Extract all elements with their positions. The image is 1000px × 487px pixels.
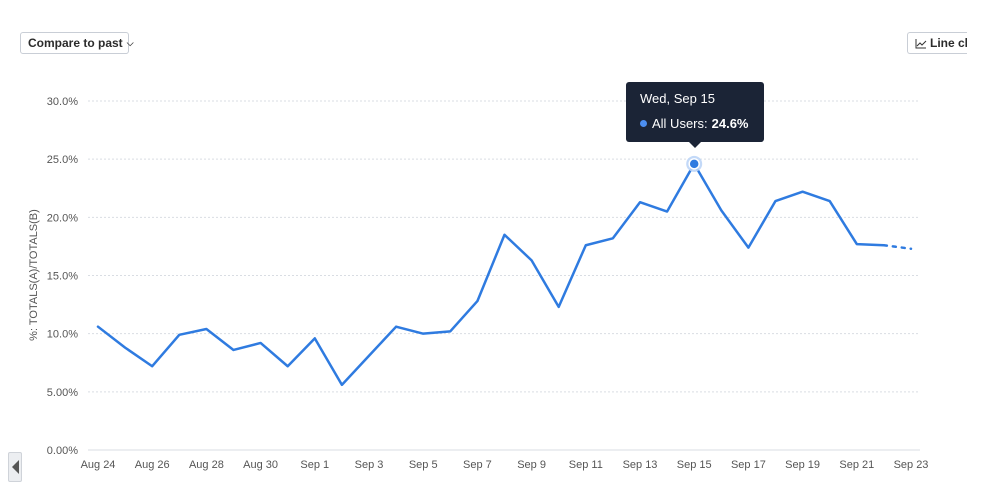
chart-type-label: Line ch (930, 36, 967, 50)
compare-to-past-label: Compare to past (28, 36, 123, 50)
tooltip-date: Wed, Sep 15 (640, 91, 715, 106)
x-tick-label: Aug 30 (243, 459, 278, 471)
chart-gridlines (88, 100, 920, 451)
arrow-left-icon (11, 460, 19, 474)
y-axis-ticks: 0.00% 5.00% 10.0% 15.0% 20.0% 25.0% 30.0% (47, 96, 78, 457)
chart-type-button[interactable]: Line ch (907, 32, 967, 54)
scroll-left-handle[interactable] (8, 452, 22, 482)
y-tick-label: 30.0% (47, 96, 78, 108)
x-tick-label: Sep 13 (623, 459, 658, 471)
x-tick-label: Sep 15 (677, 459, 712, 471)
series-dot-icon (640, 120, 647, 127)
x-tick-label: Sep 3 (355, 459, 384, 471)
x-tick-label: Sep 21 (839, 459, 874, 471)
tooltip-series-row: All Users: 24.6% (640, 116, 750, 131)
chevron-down-icon: ⌵ (126, 37, 134, 48)
series-points[interactable] (686, 155, 703, 172)
x-axis-ticks: Aug 24 Aug 26 Aug 28 Aug 30 Sep 1 Sep 3 Sep 5 S… (81, 459, 929, 471)
series-all-users[interactable] (96, 162, 913, 387)
highlight-point[interactable] (688, 158, 700, 170)
y-axis-label: %: TOTALS(A)/TOTALS(B) (28, 209, 40, 341)
x-tick-label: Sep 5 (409, 459, 438, 471)
tooltip-value: 24.6% (711, 116, 749, 131)
chart-tooltip: Wed, Sep 15 All Users: 24.6% (626, 82, 764, 148)
x-tick-label: Sep 19 (785, 459, 820, 471)
tooltip-pointer (688, 141, 702, 148)
x-tick-label: Sep 9 (517, 459, 546, 471)
series-line[interactable] (96, 162, 886, 387)
x-tick-label: Sep 7 (463, 459, 492, 471)
y-tick-label: 25.0% (47, 154, 78, 166)
x-tick-label: Aug 26 (135, 459, 170, 471)
x-tick-label: Sep 17 (731, 459, 766, 471)
series-line-incomplete[interactable] (882, 244, 913, 250)
x-tick-label: Sep 23 (894, 459, 929, 471)
y-tick-label: 0.00% (47, 445, 78, 457)
y-tick-label: 5.00% (47, 387, 78, 399)
x-tick-label: Sep 11 (569, 459, 603, 471)
line-chart-icon (915, 38, 927, 48)
x-tick-label: Sep 1 (300, 459, 329, 471)
y-tick-label: 20.0% (47, 212, 78, 224)
x-tick-label: Aug 24 (81, 459, 116, 471)
right-edge-mask (960, 0, 1000, 487)
tooltip-series-name: All Users: (652, 116, 708, 131)
x-tick-label: Aug 28 (189, 459, 224, 471)
compare-to-past-button[interactable]: Compare to past ⌵ (20, 32, 134, 54)
y-tick-label: 15.0% (47, 271, 78, 283)
y-tick-label: 10.0% (47, 329, 78, 341)
